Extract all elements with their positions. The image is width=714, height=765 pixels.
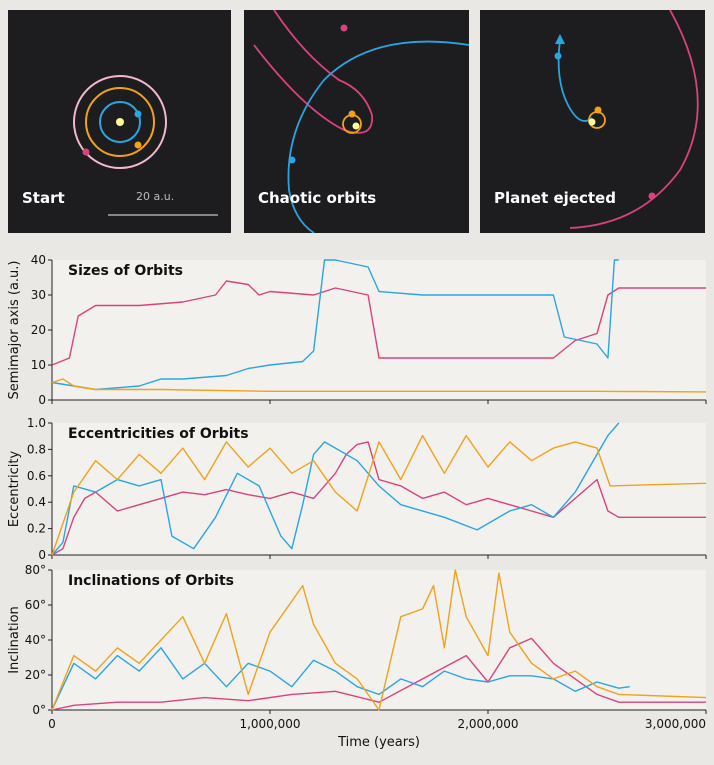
panel-ejected: Planet ejected — [480, 10, 705, 233]
start-orbits-diagram — [73, 75, 218, 216]
y-tick-label: 0 — [38, 393, 46, 407]
arrow-icon — [555, 34, 565, 44]
series-line-2 — [51, 569, 707, 711]
star-icon — [116, 118, 124, 126]
series-line-1 — [51, 259, 619, 391]
y-tick-label: 60° — [25, 598, 46, 612]
panel-label-ejected: Planet ejected — [494, 189, 616, 207]
plot-area — [52, 260, 706, 400]
chart-1: 0 0.2 0.4 0.6 0.8 1.0 Eccentricities of Orbits… — [7, 416, 707, 562]
star-icon — [588, 118, 596, 126]
y-axis-label: Semimajor axis (a.u.) — [7, 261, 22, 400]
chaotic-orbits-diagram — [253, 10, 469, 233]
series-line-1 — [51, 422, 620, 556]
y-tick-label: 0.4 — [27, 495, 46, 509]
chart-0: 0 10 20 30 40 Sizes of Orbits Semimajor axis (… — [7, 253, 707, 407]
y-tick-label: 20 — [31, 323, 46, 337]
chart-title: Inclinations of Orbits — [68, 573, 234, 589]
ejected-orbits-diagram — [554, 10, 699, 229]
blue-planet — [134, 110, 142, 118]
y-axis-label: Eccentricity — [7, 451, 22, 528]
panel-label-start: Start — [22, 189, 65, 207]
panel-label-chaotic: Chaotic orbits — [258, 189, 377, 207]
y-tick-label: 1.0 — [27, 416, 46, 430]
y-tick-label: 0 — [38, 548, 46, 562]
star-icon — [352, 122, 360, 130]
chart-title: Eccentricities of Orbits — [68, 426, 249, 442]
y-tick-label: 30 — [31, 288, 46, 302]
y-tick-label: 0.8 — [27, 442, 46, 456]
orange-planet — [134, 141, 142, 149]
series-line-0 — [51, 637, 706, 711]
plot-area — [52, 570, 706, 710]
x-tick-label: 3,000,000 — [645, 717, 706, 731]
y-tick-label: 40 — [31, 253, 46, 267]
scale-label: 20 a.u. — [136, 190, 175, 203]
series-line-2 — [51, 434, 707, 556]
y-tick-label: 20° — [25, 668, 46, 682]
plot-area — [52, 423, 706, 555]
y-tick-label: 0.6 — [27, 469, 46, 483]
y-tick-label: 40° — [25, 633, 46, 647]
pink-planet — [82, 148, 90, 156]
x-tick-label: 1,000,000 — [239, 717, 300, 731]
y-tick-label: 0° — [32, 703, 46, 717]
x-tick-label: 0 — [48, 717, 56, 731]
panel-chaotic: Chaotic orbits — [244, 10, 469, 233]
chart-title: Sizes of Orbits — [68, 263, 183, 279]
y-tick-label: 0.2 — [27, 522, 46, 536]
y-tick-label: 80° — [25, 563, 46, 577]
orbit-charts: 0 10 20 30 40 Sizes of Orbits Semimajor axis (… — [7, 253, 707, 750]
y-axis-label: Inclination — [7, 606, 22, 674]
series-line-1 — [51, 647, 630, 711]
series-line-2 — [51, 378, 707, 393]
x-tick-label: 2,000,000 — [457, 717, 518, 731]
y-tick-label: 10 — [31, 358, 46, 372]
chart-2: 0° 20° 40° 60° 80° Inclinations of Orbits Incl… — [7, 563, 707, 750]
series-line-0 — [51, 280, 706, 366]
panel-start: 20 a.u. Start — [8, 10, 231, 233]
x-axis-label: Time (years) — [337, 735, 420, 750]
